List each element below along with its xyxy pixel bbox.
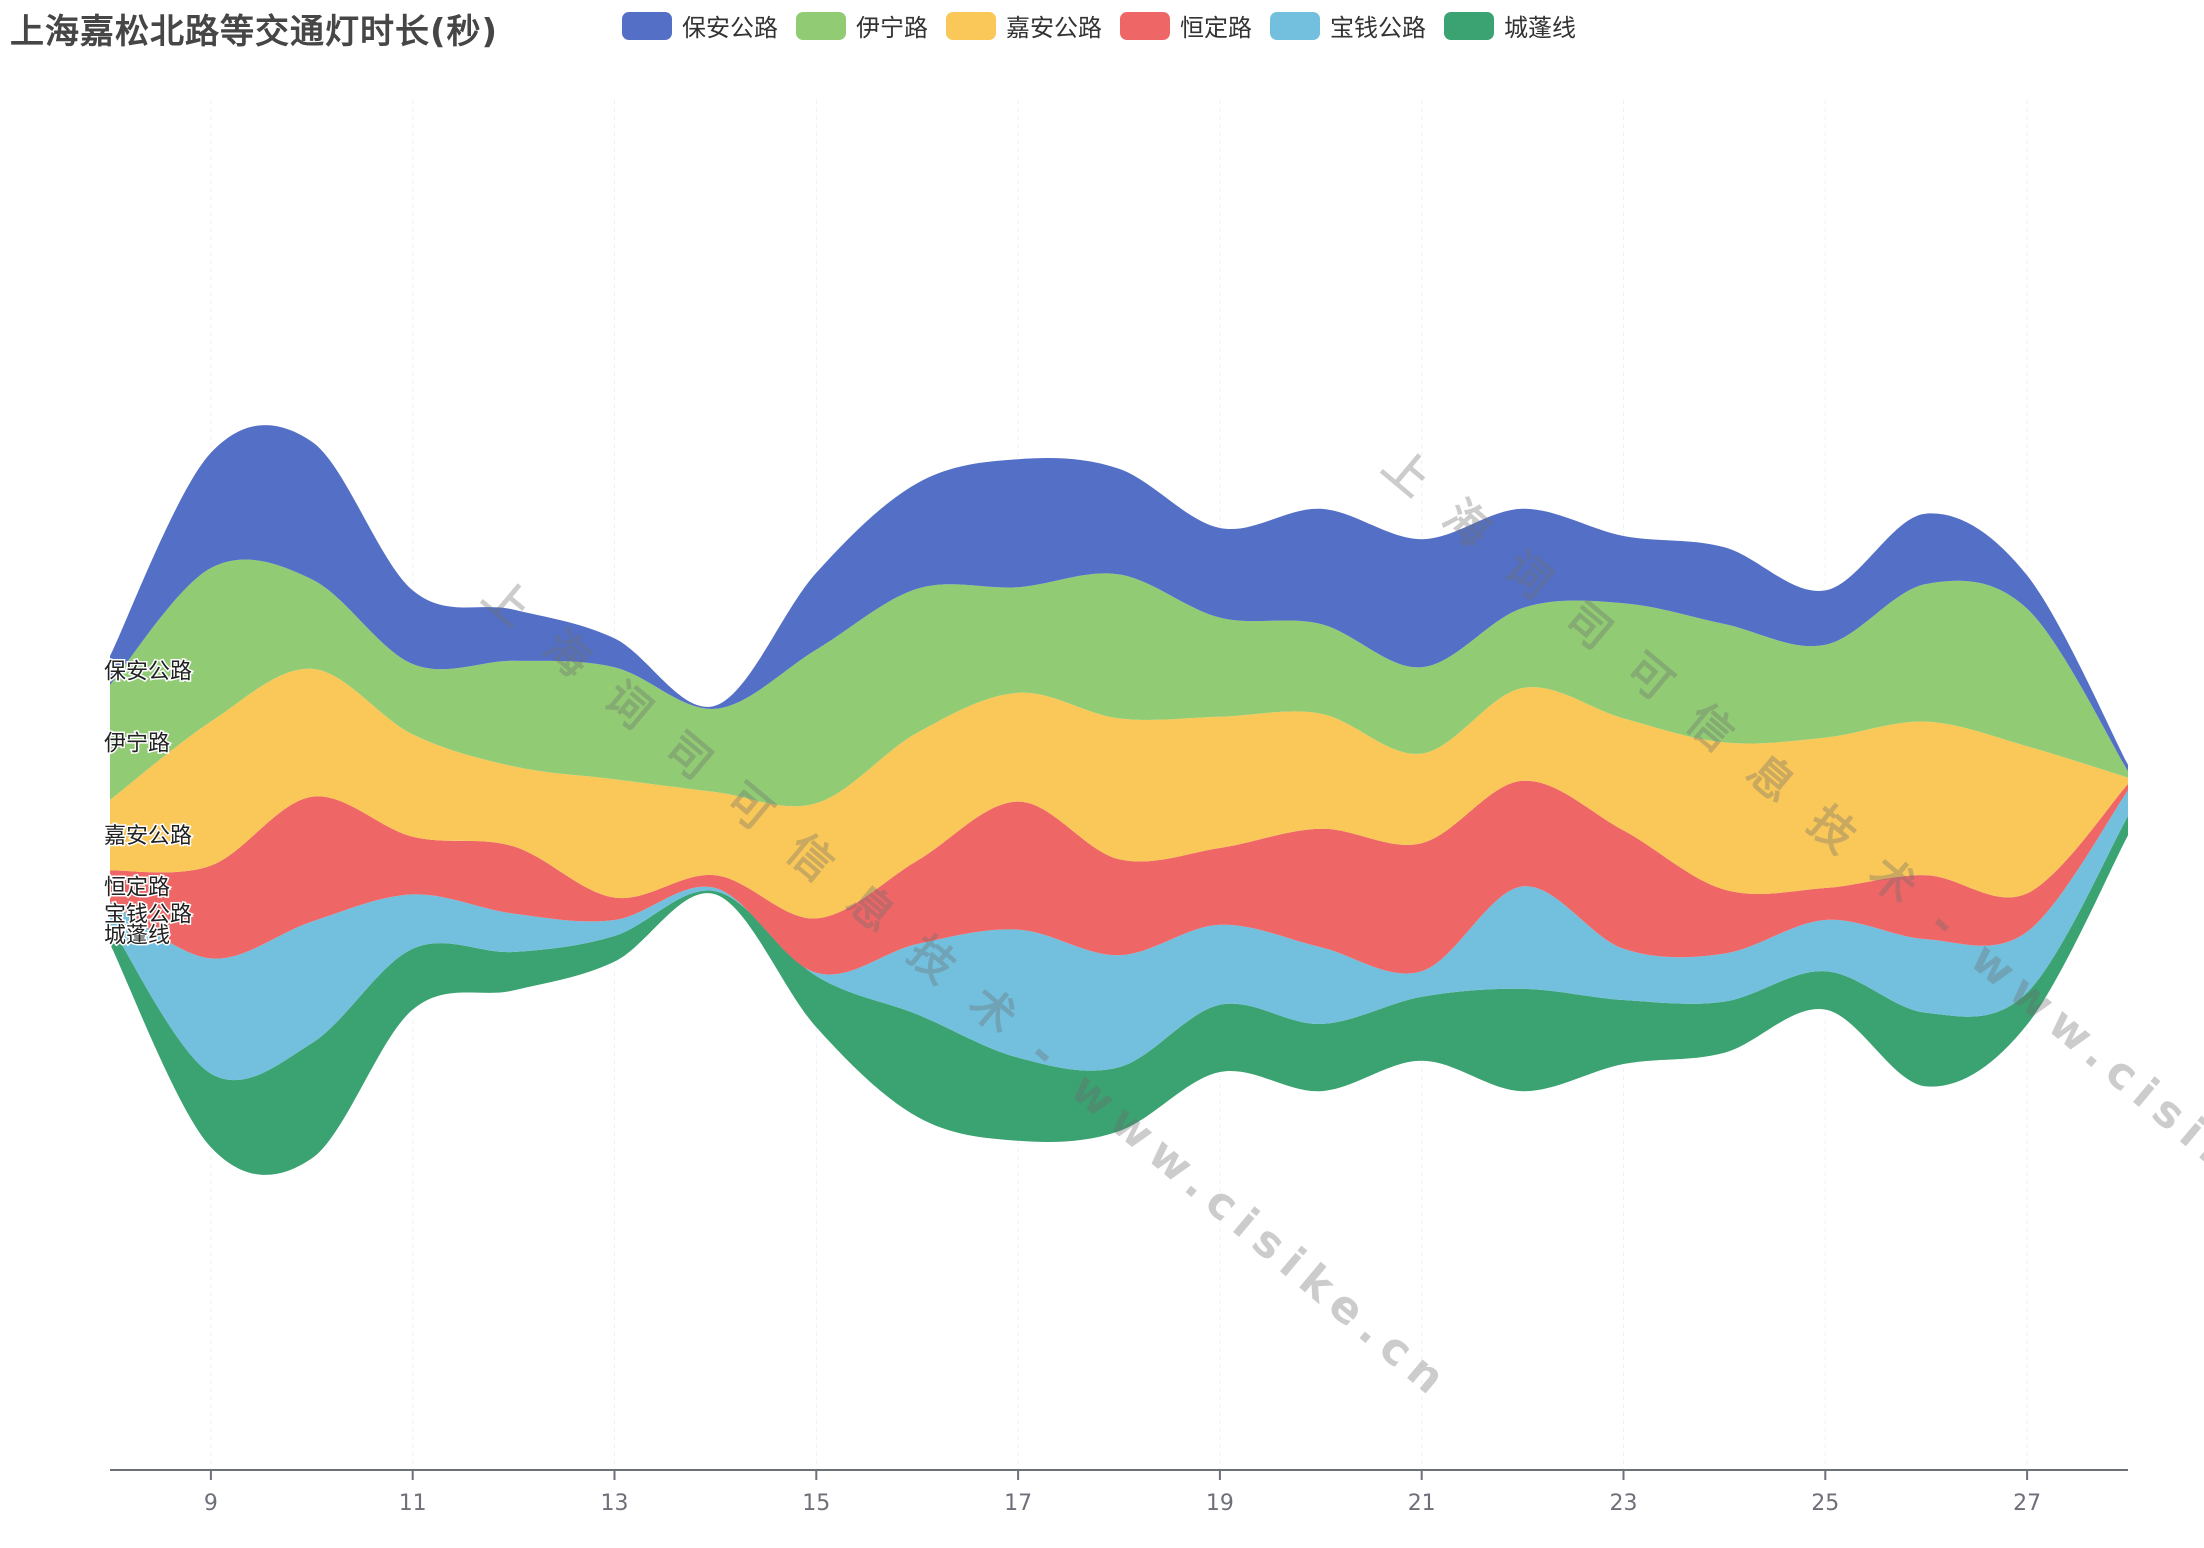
legend-item[interactable]: 保安公路 (622, 8, 778, 43)
series-inline-label: 保安公路 (104, 659, 192, 684)
legend-item[interactable]: 恒定路 (1120, 8, 1252, 43)
legend-swatch (1270, 11, 1320, 40)
x-tick-label: 25 (1811, 1491, 1839, 1516)
legend-label: 嘉安公路 (1006, 14, 1102, 42)
legend: 保安公路 伊宁路 嘉安公路 恒定路 宝钱公路 城蓬线 (622, 8, 1594, 43)
legend-swatch (622, 11, 672, 40)
stream-layer[interactable] (110, 816, 2128, 1175)
stream-layer[interactable] (110, 425, 2128, 772)
legend-label: 城蓬线 (1504, 14, 1576, 42)
legend-label: 宝钱公路 (1330, 14, 1426, 42)
stream-layer[interactable] (110, 790, 2128, 1081)
x-tick-label: 13 (601, 1491, 629, 1516)
chart-title: 上海嘉松北路等交通灯时长(秒) (10, 12, 499, 52)
legend-label: 保安公路 (682, 14, 778, 42)
stream-layer[interactable] (110, 559, 2128, 807)
x-tick-label: 17 (1004, 1491, 1032, 1516)
legend-swatch (1120, 11, 1170, 40)
legend-swatch (946, 11, 996, 40)
legend-swatch (796, 11, 846, 40)
legend-item[interactable]: 伊宁路 (796, 8, 928, 43)
legend-label: 伊宁路 (856, 14, 928, 42)
x-tick-label: 19 (1206, 1491, 1234, 1516)
legend-item[interactable]: 城蓬线 (1444, 8, 1576, 43)
x-tick-label: 9 (204, 1491, 218, 1516)
legend-swatch (1444, 11, 1494, 40)
legend-item[interactable]: 嘉安公路 (946, 8, 1102, 43)
x-tick-label: 15 (802, 1491, 830, 1516)
legend-label: 恒定路 (1180, 14, 1252, 42)
series-inline-label: 宝钱公路 (104, 903, 192, 928)
x-tick-label: 21 (1408, 1491, 1436, 1516)
series-inline-label: 伊宁路 (104, 731, 170, 756)
stream-layer[interactable] (110, 668, 2128, 919)
x-tick-label: 11 (399, 1491, 427, 1516)
stream-layer[interactable] (110, 780, 2128, 975)
series-inline-label: 嘉安公路 (104, 824, 192, 849)
series-inline-label: 城蓬线 (104, 923, 170, 948)
x-tick-label: 27 (2013, 1491, 2041, 1516)
legend-item[interactable]: 宝钱公路 (1270, 8, 1426, 43)
series-inline-label: 恒定路 (104, 875, 170, 900)
x-tick-label: 23 (1610, 1491, 1638, 1516)
